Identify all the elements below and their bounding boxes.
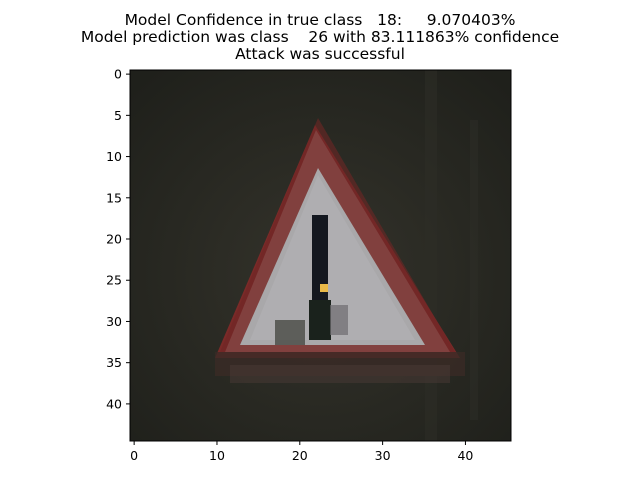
x-tick-label: 30 [375,448,391,463]
image-display [130,70,511,441]
x-tick-label: 0 [130,448,138,463]
y-tick-label: 15 [106,190,122,205]
y-tick-label: 25 [106,273,122,288]
y-axis-ticks: 0 5 10 15 20 25 30 35 40 [106,67,130,411]
x-tick-label: 10 [209,448,225,463]
sign-fill-highlight [250,175,415,340]
y-tick-label: 5 [114,108,122,123]
x-tick-label: 20 [292,448,308,463]
y-tick-label: 40 [106,396,122,411]
title-line-confidence: Model Confidence in true class 18: 9.070… [124,11,516,29]
background-streak [425,70,437,441]
y-tick-label: 0 [114,67,122,82]
y-tick-label: 30 [106,314,122,329]
x-axis-ticks: 0 10 20 30 40 [130,441,473,463]
sign-dark-patch [275,320,305,345]
background-streak [470,120,478,420]
warning-triangle-sign-icon [215,118,465,383]
x-tick-label: 40 [457,448,473,463]
perturbation-pixel [320,284,328,292]
title-line-prediction: Model prediction was class 26 with 83.11… [80,28,560,46]
sign-base-shadow [230,365,450,383]
figure-title: Model Confidence in true class 18: 9.070… [0,12,640,63]
y-tick-label: 20 [106,232,122,247]
axes-frame [129,69,512,442]
exclamation-dot [309,300,331,340]
sign-dark-patch [330,305,348,335]
title-line-result: Attack was successful [235,45,405,63]
y-tick-label: 35 [106,355,122,370]
y-tick-label: 10 [106,149,122,164]
